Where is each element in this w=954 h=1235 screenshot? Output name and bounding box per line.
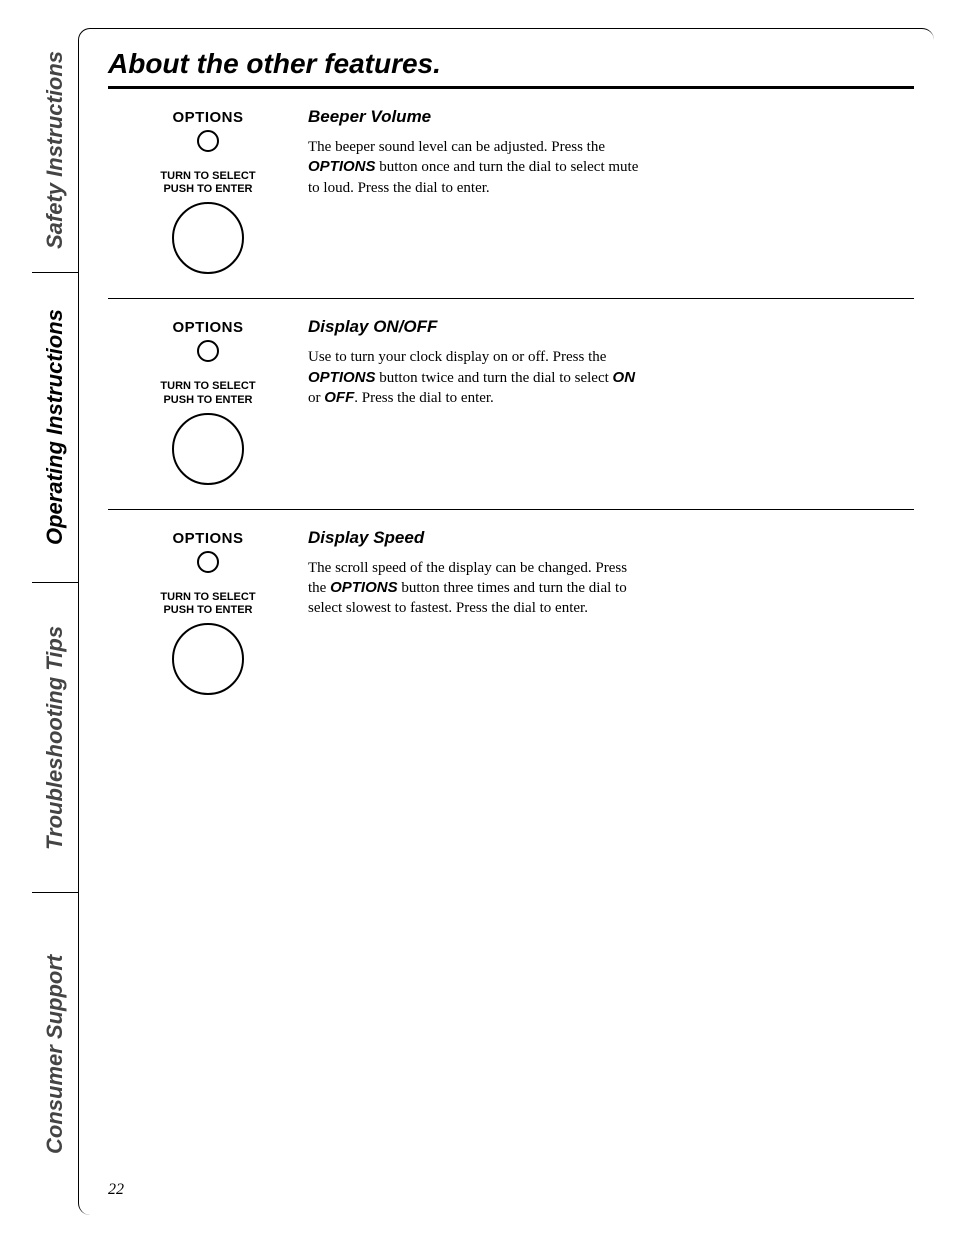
options-label: OPTIONS [172, 319, 243, 336]
control-column: OPTIONS TURN TO SELECTPUSH TO ENTER [108, 317, 308, 494]
options-label: OPTIONS [172, 530, 243, 547]
title-rule [108, 86, 914, 89]
page-number: 22 [108, 1181, 124, 1199]
dial-icon [172, 413, 244, 485]
feature-section: OPTIONS TURN TO SELECTPUSH TO ENTER Beeper… [108, 107, 914, 284]
dial-instruction-label: TURN TO SELECTPUSH TO ENTER [160, 380, 255, 406]
dial-instruction-label: TURN TO SELECTPUSH TO ENTER [160, 170, 255, 196]
dial-icon [172, 623, 244, 695]
control-column: OPTIONS TURN TO SELECTPUSH TO ENTER [108, 107, 308, 284]
inline-bold-term: OFF [324, 389, 354, 406]
tab-operating-instructions[interactable]: Operating Instructions [32, 272, 78, 582]
section-divider [108, 298, 914, 299]
feature-body: The beeper sound level can be adjusted. … [308, 137, 648, 198]
text-column: Display Speed The scroll speed of the dis… [308, 528, 648, 705]
page-title: About the other features. [108, 48, 914, 86]
feature-body: The scroll speed of the display can be c… [308, 558, 648, 619]
feature-body: Use to turn your clock display on or off… [308, 347, 648, 408]
options-button-icon [197, 130, 219, 152]
text-column: Beeper Volume The beeper sound level can … [308, 107, 648, 284]
tab-troubleshooting-tips[interactable]: Troubleshooting Tips [32, 582, 78, 892]
feature-section: OPTIONS TURN TO SELECTPUSH TO ENTER Displa… [108, 528, 914, 705]
options-button-icon [197, 551, 219, 573]
dial-icon [172, 202, 244, 274]
feature-title: Beeper Volume [308, 107, 648, 127]
content-area: About the other features. OPTIONS TURN TO… [108, 48, 914, 705]
dial-instruction-label: TURN TO SELECTPUSH TO ENTER [160, 591, 255, 617]
side-tabs: Safety Instructions Operating Instructio… [32, 28, 78, 1215]
tab-safety-instructions[interactable]: Safety Instructions [32, 28, 78, 272]
feature-title: Display ON/OFF [308, 317, 648, 337]
options-button-icon [197, 340, 219, 362]
control-column: OPTIONS TURN TO SELECTPUSH TO ENTER [108, 528, 308, 705]
tab-consumer-support[interactable]: Consumer Support [32, 892, 78, 1215]
feature-title: Display Speed [308, 528, 648, 548]
inline-bold-term: OPTIONS [308, 369, 376, 386]
text-column: Display ON/OFF Use to turn your clock dis… [308, 317, 648, 494]
sections-container: OPTIONS TURN TO SELECTPUSH TO ENTER Beeper… [108, 107, 914, 705]
section-divider [108, 509, 914, 510]
inline-bold-term: ON [613, 369, 636, 386]
inline-bold-term: OPTIONS [308, 158, 376, 175]
feature-section: OPTIONS TURN TO SELECTPUSH TO ENTER Displa… [108, 317, 914, 494]
options-label: OPTIONS [172, 109, 243, 126]
inline-bold-term: OPTIONS [330, 579, 398, 596]
